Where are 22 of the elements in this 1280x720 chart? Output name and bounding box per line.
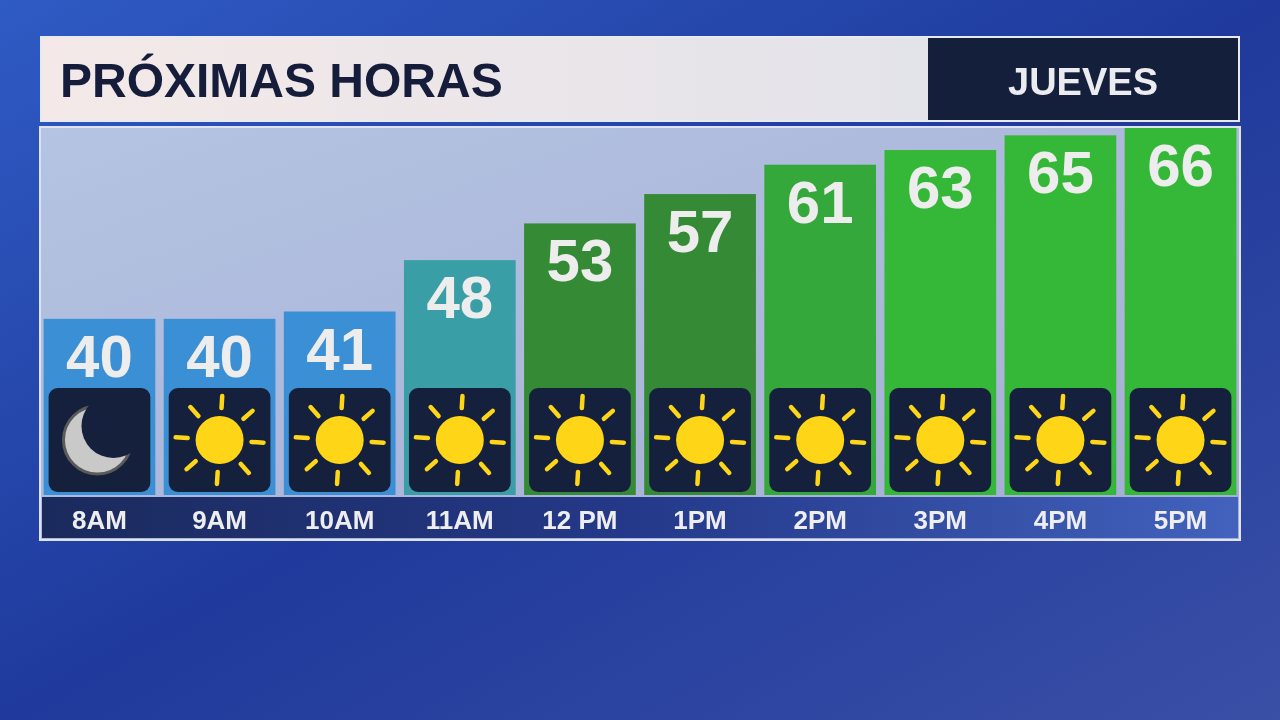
- data-label: 63: [906, 154, 974, 222]
- x-tick-label: 1PM: [673, 505, 727, 535]
- x-tick-label: 2PM: [793, 505, 847, 535]
- x-tick-label: 4PM: [1033, 505, 1088, 535]
- data-label: 57: [666, 198, 734, 266]
- chart-subtitle: JUEVES: [1008, 61, 1158, 103]
- data-label: 41: [306, 315, 374, 383]
- chart-title: PRÓXIMAS HORAS: [60, 53, 503, 107]
- data-label: 53: [546, 227, 614, 295]
- x-tick-label: 8AM: [72, 505, 127, 535]
- x-tick-label: 11AM: [425, 505, 494, 535]
- x-tick-label: 3PM: [913, 505, 968, 535]
- data-label: 48: [426, 264, 494, 332]
- data-label: 65: [1027, 139, 1094, 207]
- data-label: 40: [186, 322, 253, 390]
- x-tick-label: 9AM: [192, 505, 248, 535]
- x-tick-label: 10AM: [305, 505, 375, 535]
- data-label: 40: [66, 322, 133, 390]
- data-label: 61: [786, 168, 854, 236]
- data-label: 66: [1147, 132, 1214, 199]
- x-tick-label: 5PM: [1153, 505, 1208, 535]
- x-tick-label: 12 PM: [542, 505, 618, 535]
